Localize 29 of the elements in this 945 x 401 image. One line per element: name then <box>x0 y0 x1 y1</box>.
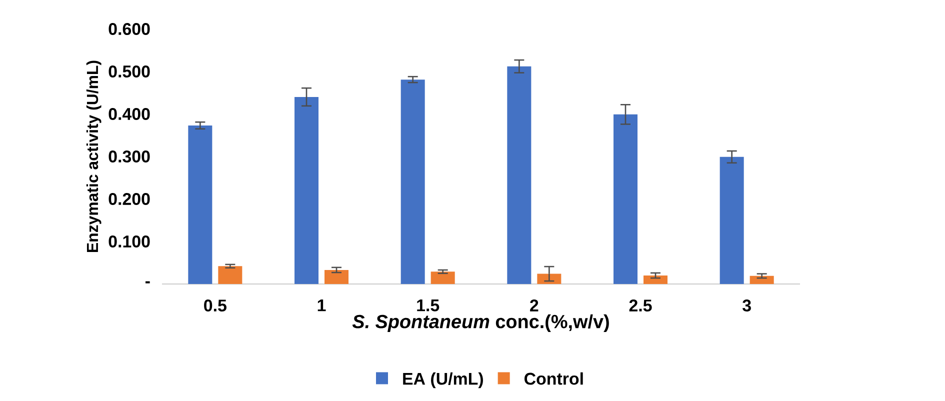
y-tick-label: 0.300 <box>108 150 150 163</box>
bar <box>430 272 455 284</box>
bar <box>507 66 532 284</box>
bar <box>750 276 774 284</box>
bar <box>400 80 425 284</box>
x-axis-title: S. Spontaneum conc.(%,w/v) <box>352 314 609 332</box>
bar <box>188 125 212 284</box>
bar <box>294 97 319 284</box>
x-tick-label: 1.5 <box>417 300 440 312</box>
bar <box>720 156 744 284</box>
x-tick-label: 2.5 <box>629 300 652 312</box>
x-tick-label: 3 <box>742 300 751 312</box>
bar <box>218 266 242 284</box>
x-tick-label: 0.5 <box>204 300 226 312</box>
bar <box>324 270 349 284</box>
y-tick-label: 0.400 <box>108 108 150 120</box>
x-tick-label: 2 <box>530 300 538 312</box>
bar <box>614 114 638 284</box>
x-tick-label: 1 <box>318 300 326 312</box>
y-tick-label: 0.500 <box>108 66 150 78</box>
bar <box>644 276 668 284</box>
y-tick-label: 0.100 <box>108 236 150 248</box>
legend-label: Control <box>524 372 583 385</box>
y-axis-title: Enzymatic activity (U/mL) <box>86 60 102 252</box>
y-tick-label: 0.200 <box>108 193 150 206</box>
bar <box>537 274 562 284</box>
legend-label: EA (U/mL) <box>403 372 483 388</box>
y-tick-label: 0.600 <box>108 23 150 35</box>
y-tick-label: - <box>146 281 150 284</box>
